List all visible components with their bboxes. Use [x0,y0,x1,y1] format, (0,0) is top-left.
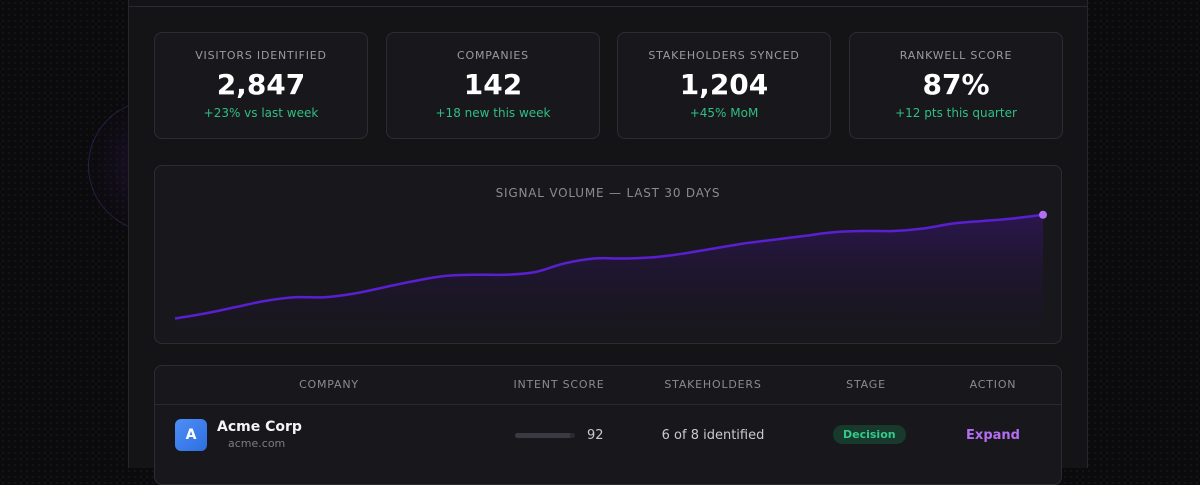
stat-delta: +45% MoM [689,106,759,120]
company-domain: acme.com [228,437,286,450]
company-avatar: A [175,419,207,451]
stat-label: COMPANIES [457,49,529,62]
stage-badge: Decision [833,425,906,444]
dashboard-panel: VISITORS IDENTIFIED 2,847 +23% vs last w… [128,0,1088,485]
column-header-stage[interactable]: STAGE [846,378,886,391]
stat-value: 142 [463,68,523,101]
signal-volume-area [175,214,1043,331]
signal-volume-line [174,213,1044,320]
stat-card-visitors: VISITORS IDENTIFIED 2,847 +23% vs last w… [154,32,368,139]
panel-divider [129,6,1087,7]
stat-label: VISITORS IDENTIFIED [195,49,327,62]
stat-card-companies: COMPANIES 142 +18 new this week [386,32,600,139]
stat-delta: +23% vs last week [203,106,319,120]
stat-label: STAKEHOLDERS SYNCED [648,49,800,62]
stat-value: 2,847 [216,68,306,101]
intent-score-value: 92 [587,428,604,443]
table-header-divider [155,404,1061,405]
column-header-stakeholders[interactable]: STAKEHOLDERS [664,378,762,391]
company-table: COMPANY INTENT SCORE STAKEHOLDERS STAGE … [154,365,1062,485]
stat-delta: +12 pts this quarter [895,106,1017,120]
company-name[interactable]: Acme Corp [217,419,302,435]
signal-volume-chart-card: SIGNAL VOLUME — LAST 30 DAYS [154,165,1062,344]
column-header-intent-score[interactable]: INTENT SCORE [513,378,605,391]
latest-point-marker[interactable] [1039,210,1047,219]
expand-action-link[interactable]: Expand [966,428,1020,443]
column-header-action[interactable]: ACTION [969,378,1017,391]
stat-card-rankwell-score: RANKWELL SCORE 87% +12 pts this quarter [849,32,1063,139]
stat-value: 87% [922,68,990,101]
intent-score-bar [515,433,575,438]
stakeholders-count: 6 of 8 identified [661,428,765,443]
stat-card-stakeholders: STAKEHOLDERS SYNCED 1,204 +45% MoM [617,32,831,139]
stat-label: RANKWELL SCORE [899,49,1013,62]
intent-score-bar-fill [515,433,571,438]
stat-delta: +18 new this week [435,106,551,120]
column-header-company[interactable]: COMPANY [299,378,359,391]
signal-volume-chart [174,210,1047,331]
chart-title: SIGNAL VOLUME — LAST 30 DAYS [495,186,721,200]
stat-value: 1,204 [679,68,769,101]
table-row[interactable]: A Acme Corp acme.com 92 6 of 8 identifie… [155,405,1061,484]
